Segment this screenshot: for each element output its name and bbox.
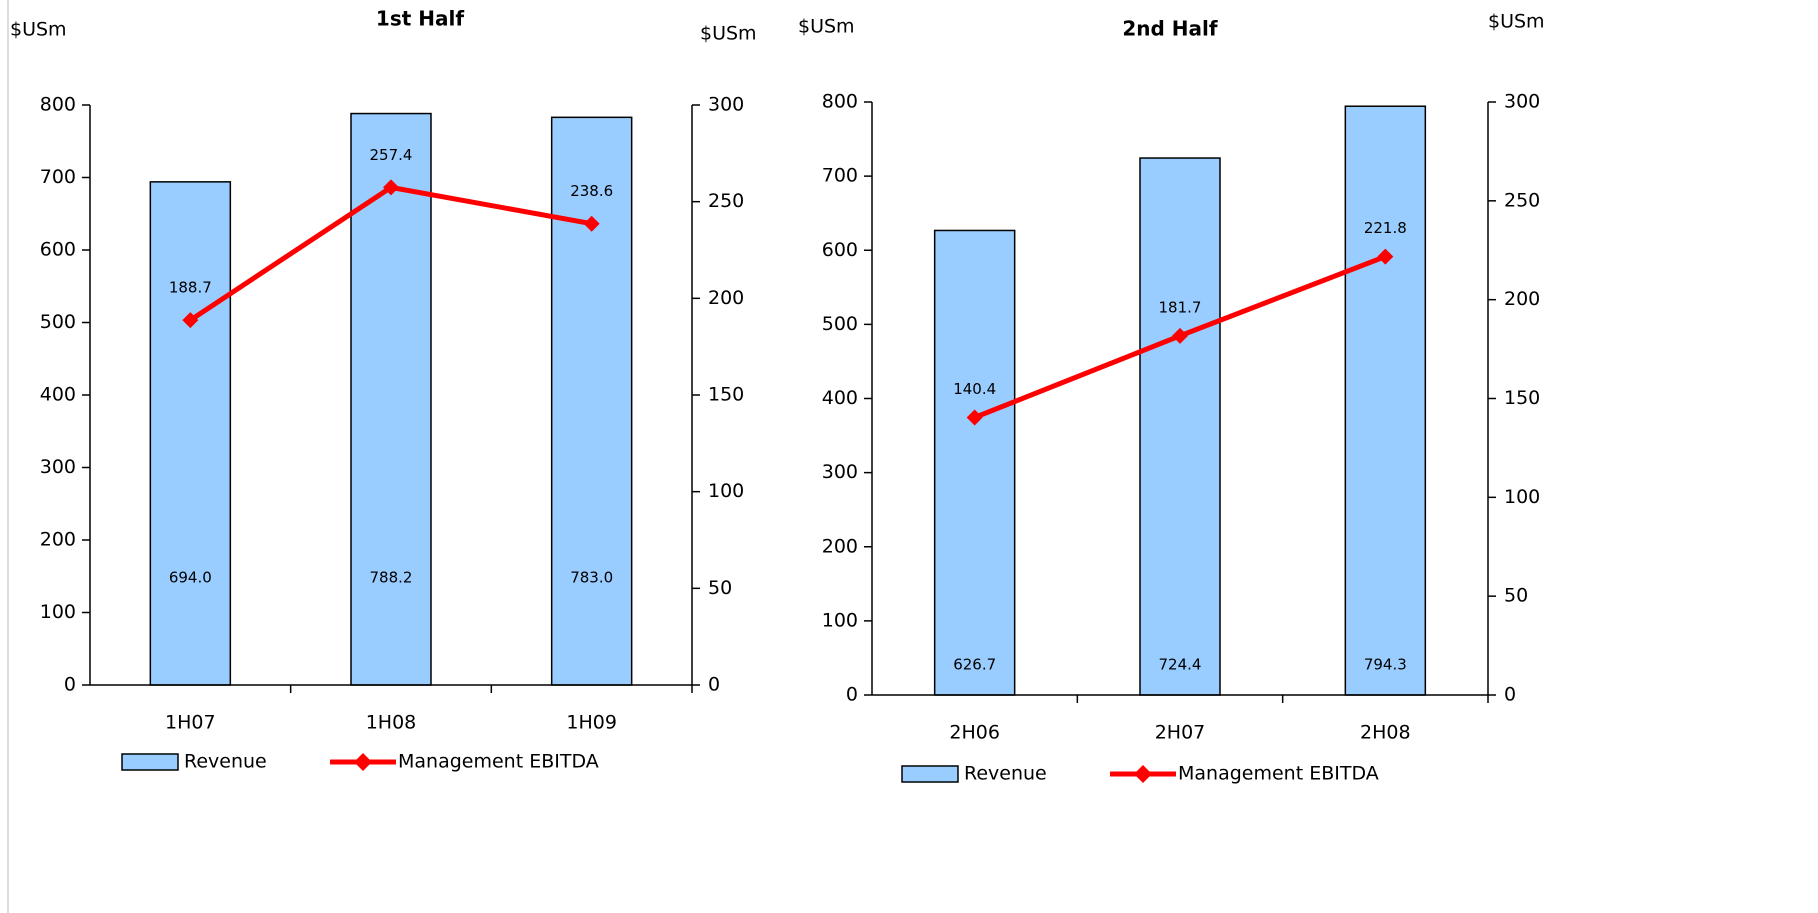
line-marker xyxy=(1377,248,1394,265)
legend-swatch xyxy=(901,765,959,783)
y-tick-label: 400 xyxy=(40,384,76,406)
y-tick-label: 0 xyxy=(846,684,858,706)
y-axis-label: $USm xyxy=(10,19,67,41)
bar-value-label: 694.0 xyxy=(169,569,212,587)
line-value-label: 188.7 xyxy=(169,279,212,297)
y-tick-label: 200 xyxy=(40,529,76,551)
x-tick-label: 1H07 xyxy=(165,712,216,734)
y2-tick-label: 100 xyxy=(708,480,744,502)
chart-title: 2nd Half xyxy=(1122,17,1218,41)
bar-value-label: 788.2 xyxy=(370,569,413,587)
bar xyxy=(1344,105,1427,696)
bar-value-label: 794.3 xyxy=(1364,656,1407,674)
line-marker xyxy=(1172,327,1188,344)
line-value-label: 238.6 xyxy=(570,182,613,200)
legend-swatch xyxy=(121,753,179,771)
legend-label: Revenue xyxy=(964,763,1047,785)
legend-label: Revenue xyxy=(184,751,267,773)
line-marker xyxy=(583,215,600,232)
y-tick-label: 0 xyxy=(64,674,76,696)
line-marker xyxy=(182,312,199,329)
y2-tick-label: 200 xyxy=(1504,288,1540,310)
y-tick-label: 700 xyxy=(822,165,858,187)
line-value-label: 140.4 xyxy=(953,380,996,398)
bar xyxy=(149,181,232,686)
y-tick-label: 500 xyxy=(822,313,858,335)
line-marker xyxy=(966,409,983,426)
bar xyxy=(1139,157,1221,696)
y-tick-label: 400 xyxy=(822,387,858,409)
y2-tick-label: 250 xyxy=(1504,189,1540,211)
legend-marker xyxy=(354,753,372,771)
y-tick-label: 600 xyxy=(40,239,76,261)
x-tick-label: 1H08 xyxy=(366,712,417,734)
x-tick-label: 2H08 xyxy=(1360,722,1411,744)
y2-tick-label: 150 xyxy=(708,384,744,406)
legend-label: Management EBITDA xyxy=(1178,763,1379,785)
bar-value-label: 724.4 xyxy=(1159,656,1202,674)
y-tick-label: 800 xyxy=(822,91,858,113)
bar xyxy=(933,229,1016,696)
bar-value-label: 626.7 xyxy=(953,656,996,674)
chart-title: 1st Half xyxy=(376,7,464,31)
y2-tick-label: 250 xyxy=(708,190,744,212)
y2-tick-label: 100 xyxy=(1504,486,1540,508)
line-value-label: 257.4 xyxy=(370,146,413,164)
y2-axis-label: $USm xyxy=(700,23,757,45)
y-tick-label: 800 xyxy=(40,94,76,116)
y2-tick-label: 0 xyxy=(1504,684,1516,706)
y-tick-label: 100 xyxy=(822,609,858,631)
y-axis-label: $USm xyxy=(798,16,855,38)
bar xyxy=(550,116,633,686)
legend-label: Management EBITDA xyxy=(398,751,599,773)
line-value-label: 221.8 xyxy=(1364,219,1407,237)
y2-tick-label: 50 xyxy=(708,577,732,599)
y2-tick-label: 0 xyxy=(708,674,720,696)
line-marker xyxy=(383,179,399,196)
y-tick-label: 300 xyxy=(40,456,76,478)
y-tick-label: 300 xyxy=(822,461,858,483)
x-tick-label: 2H06 xyxy=(949,722,1000,744)
bar-value-label: 783.0 xyxy=(570,569,613,587)
y-tick-label: 200 xyxy=(822,535,858,557)
y2-axis-label: $USm xyxy=(1488,11,1545,33)
y2-tick-label: 150 xyxy=(1504,387,1540,409)
y-tick-label: 700 xyxy=(40,166,76,188)
legend-marker xyxy=(1134,765,1152,783)
bar xyxy=(350,112,432,686)
y2-tick-label: 300 xyxy=(708,94,744,116)
line-value-label: 181.7 xyxy=(1159,298,1202,316)
x-tick-label: 1H09 xyxy=(566,712,617,734)
y-tick-label: 600 xyxy=(822,239,858,261)
y-tick-label: 500 xyxy=(40,311,76,333)
y2-tick-label: 50 xyxy=(1504,585,1528,607)
x-tick-label: 2H07 xyxy=(1155,722,1206,744)
y2-tick-label: 300 xyxy=(1504,91,1540,113)
y2-tick-label: 200 xyxy=(708,287,744,309)
y-tick-label: 100 xyxy=(40,601,76,623)
